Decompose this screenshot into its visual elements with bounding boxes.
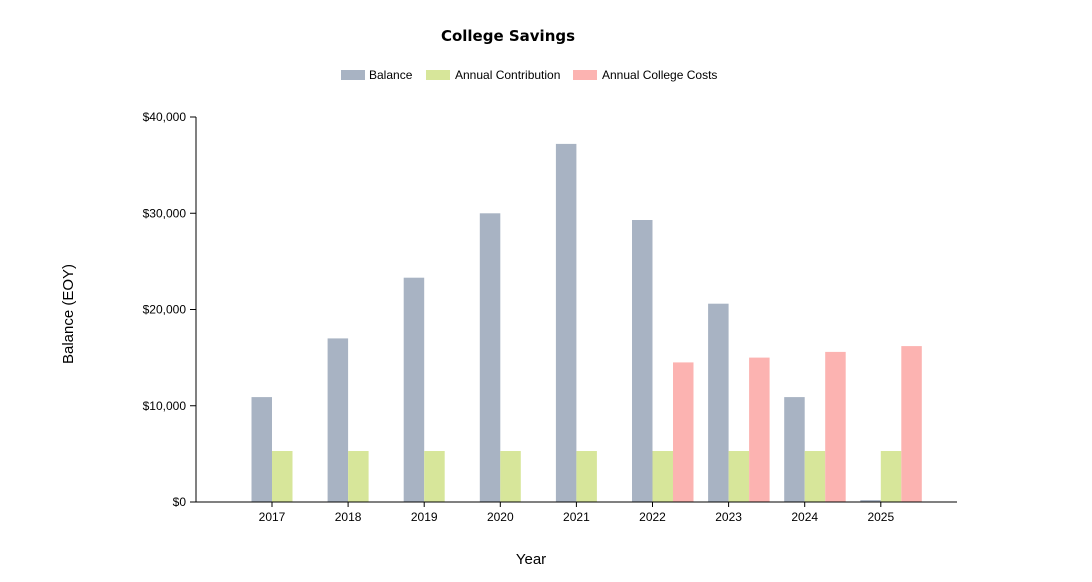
y-tick-label: $40,000 <box>143 110 187 124</box>
bar-annual-college-costs-2022 <box>673 362 694 502</box>
bar-annual-contribution-2019 <box>424 451 445 502</box>
y-tick-label: $30,000 <box>143 206 187 220</box>
y-tick-label: $0 <box>173 495 187 509</box>
legend-swatch-annual-college-costs <box>573 70 597 80</box>
legend: Balance Annual Contribution Annual College… <box>341 68 717 82</box>
x-tick-label: 2018 <box>335 510 362 524</box>
bar-annual-contribution-2017 <box>272 451 293 502</box>
legend-swatch-annual-contribution <box>426 70 450 80</box>
legend-label-balance: Balance <box>369 68 413 82</box>
bar-annual-contribution-2022 <box>652 451 673 502</box>
x-tick-label: 2022 <box>639 510 666 524</box>
legend-label-annual-contribution: Annual Contribution <box>455 68 560 82</box>
bar-annual-contribution-2018 <box>348 451 369 502</box>
bar-annual-college-costs-2024 <box>825 351 846 502</box>
bar-balance-2025 <box>860 500 881 502</box>
x-tick-label: 2024 <box>791 510 818 524</box>
y-axis-ticks: $0 $10,000 $20,000 $30,000 $40,000 <box>143 110 196 509</box>
bar-balance-2020 <box>479 213 501 503</box>
y-tick-label: $20,000 <box>143 303 187 317</box>
bar-balance-2018 <box>327 338 349 502</box>
bars-layer <box>251 143 922 503</box>
bar-balance-2024 <box>784 397 805 502</box>
x-tick-label: 2025 <box>867 510 894 524</box>
bar-annual-college-costs-2025 <box>901 346 922 502</box>
bar-balance-2017 <box>251 397 272 502</box>
bar-balance-2021 <box>555 143 577 502</box>
bar-balance-2023 <box>708 303 729 502</box>
x-tick-label: 2023 <box>715 510 742 524</box>
x-axis-label: Year <box>516 551 546 568</box>
bar-annual-contribution-2023 <box>728 451 750 502</box>
bar-annual-contribution-2024 <box>804 451 826 502</box>
bar-annual-contribution-2020 <box>500 451 521 502</box>
bar-annual-college-costs-2023 <box>749 357 770 502</box>
bar-annual-contribution-2021 <box>576 451 597 502</box>
bar-balance-2019 <box>403 277 425 502</box>
x-tick-label: 2021 <box>563 510 590 524</box>
y-tick-label: $10,000 <box>143 399 187 413</box>
y-axis-label: Balance (EOY) <box>60 264 77 364</box>
legend-swatch-balance <box>341 70 365 80</box>
x-tick-label: 2017 <box>259 510 286 524</box>
bar-balance-2022 <box>632 220 653 502</box>
x-tick-label: 2019 <box>411 510 438 524</box>
x-tick-label: 2020 <box>487 510 514 524</box>
chart-title: College Savings <box>441 27 575 45</box>
x-axis-ticks: 2017 2018 2019 2020 2021 2022 2023 2024 2025 <box>259 502 894 524</box>
legend-label-annual-college-costs: Annual College Costs <box>602 68 717 82</box>
bar-annual-contribution-2025 <box>880 451 902 502</box>
